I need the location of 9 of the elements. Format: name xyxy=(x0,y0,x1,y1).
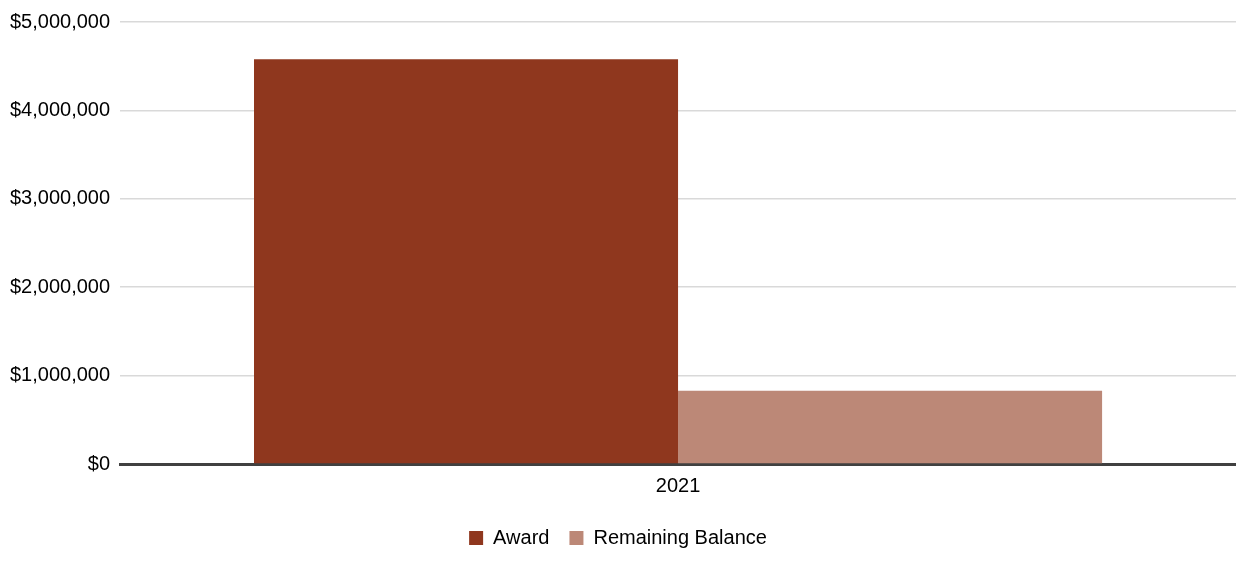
y-tick-label: $4,000,000 xyxy=(9,97,111,120)
y-tick-label: $3,000,000 xyxy=(9,186,111,209)
legend-label: Award xyxy=(493,525,550,548)
x-tick-label: 2021 xyxy=(655,473,701,496)
legend-label: Remaining Balance xyxy=(593,525,767,548)
y-tick-label: $2,000,000 xyxy=(9,274,111,297)
y-tick-label: $5,000,000 xyxy=(9,9,111,32)
y-tick-label: $1,000,000 xyxy=(9,363,111,386)
y-tick-label: $0 xyxy=(87,451,111,474)
